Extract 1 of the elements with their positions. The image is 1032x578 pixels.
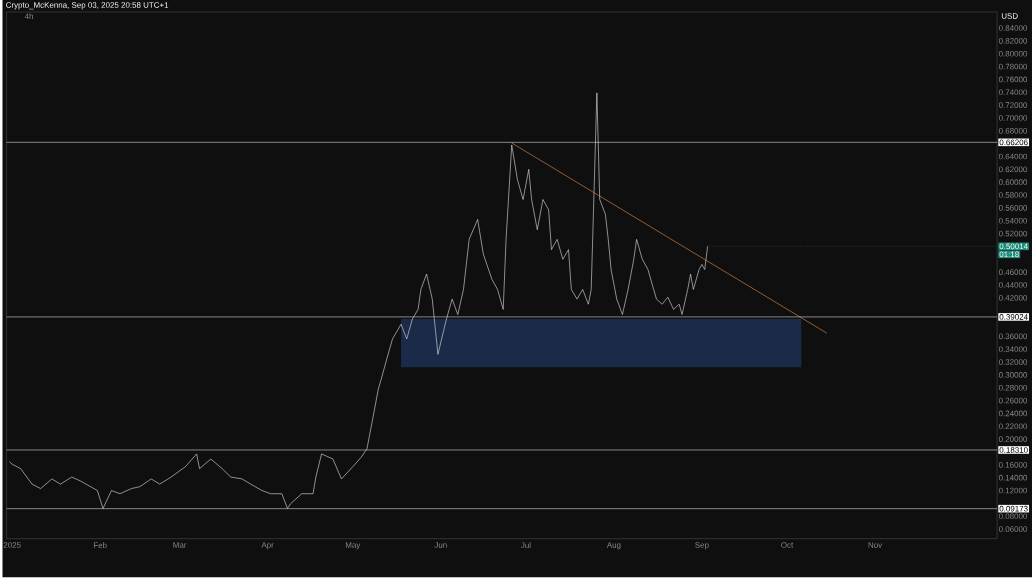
line-series — [9, 92, 708, 509]
